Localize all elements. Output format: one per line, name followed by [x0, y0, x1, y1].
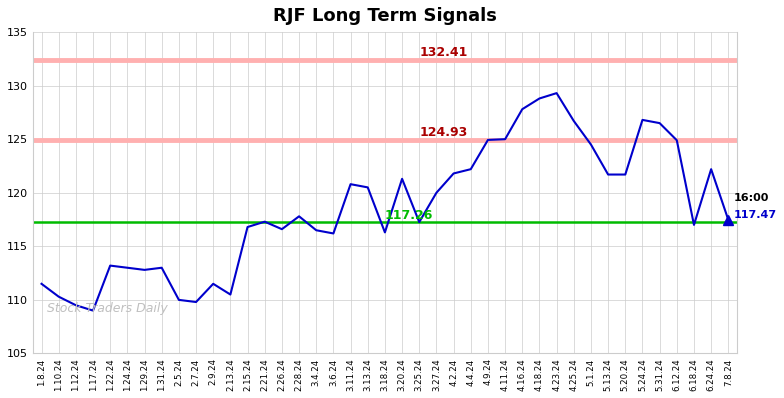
- Text: 124.93: 124.93: [419, 126, 467, 139]
- Text: 16:00: 16:00: [734, 193, 769, 203]
- Text: 117.47: 117.47: [734, 210, 777, 220]
- Text: Stock Traders Daily: Stock Traders Daily: [47, 302, 168, 315]
- Text: 132.41: 132.41: [419, 45, 467, 59]
- Text: 117.26: 117.26: [385, 209, 434, 222]
- Title: RJF Long Term Signals: RJF Long Term Signals: [273, 7, 497, 25]
